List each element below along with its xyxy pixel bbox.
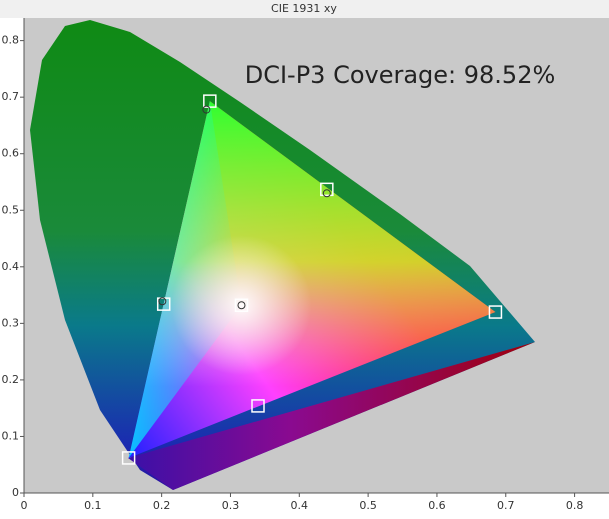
y-tick-label: 0.1 xyxy=(2,429,20,442)
annotation: DCI-P3 Coverage: 98.52% xyxy=(245,61,556,89)
title-bar xyxy=(0,0,609,18)
measured-marker xyxy=(158,297,167,306)
y-tick-label: 0.2 xyxy=(2,373,20,386)
y-tick-label: 0.8 xyxy=(2,34,20,47)
x-tick-label: 0.2 xyxy=(153,499,171,512)
x-tick-label: 0.8 xyxy=(566,499,584,512)
x-tick-label: 0.5 xyxy=(359,499,377,512)
y-tick-label: 0 xyxy=(12,486,19,499)
target-marker xyxy=(203,94,217,108)
y-tick-label: 0.5 xyxy=(2,203,20,216)
x-tick-label: 0 xyxy=(21,499,28,512)
y-tick-label: 0.3 xyxy=(2,316,20,329)
target-marker xyxy=(234,298,249,313)
target-marker xyxy=(488,305,503,319)
measured-marker xyxy=(322,189,331,198)
y-tick-label: 0.7 xyxy=(2,90,20,103)
purple-line-region xyxy=(128,342,535,490)
x-tick-label: 0.7 xyxy=(497,499,515,512)
target-marker xyxy=(320,182,334,197)
target-marker xyxy=(251,399,265,413)
x-tick-label: 0.4 xyxy=(291,499,309,512)
x-tick-label: 0.1 xyxy=(84,499,102,512)
y-tick-label: 0.4 xyxy=(2,260,20,273)
y-tick-label: 0.6 xyxy=(2,147,20,160)
white-glow xyxy=(171,235,312,376)
measured-marker xyxy=(237,301,246,310)
chart-title: CIE 1931 xy xyxy=(271,2,337,15)
x-tick-label: 0.6 xyxy=(428,499,446,512)
x-tick-label: 0.3 xyxy=(222,499,240,512)
target-marker xyxy=(121,451,136,465)
measured-marker xyxy=(202,105,211,114)
